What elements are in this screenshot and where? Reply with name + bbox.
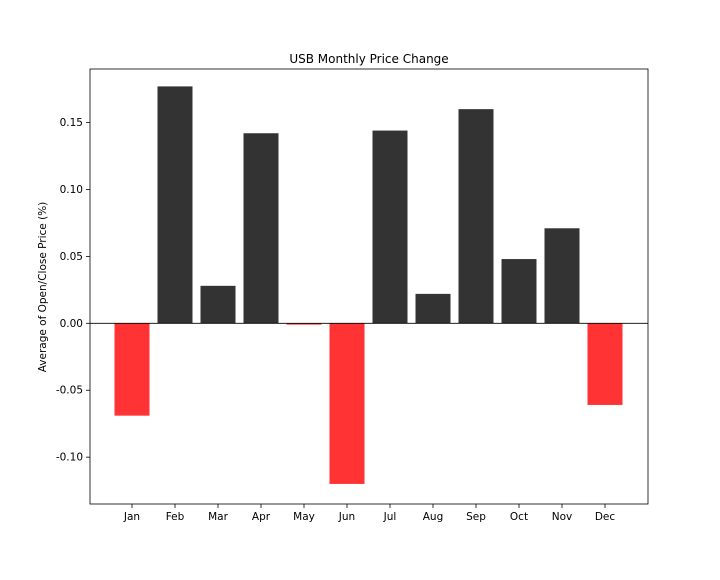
x-tick-label-dec: Dec xyxy=(595,511,616,523)
x-tick-label-mar: Mar xyxy=(208,511,228,523)
bar-feb xyxy=(157,86,193,324)
x-tick-label-jan: Jan xyxy=(123,511,140,523)
x-tick-label-jun: Jun xyxy=(338,511,355,523)
x-tick-label-aug: Aug xyxy=(423,511,444,523)
plot-frame xyxy=(89,68,649,505)
y-tick-label: 0.15 xyxy=(60,117,83,129)
bar-dec xyxy=(587,323,623,405)
x-axis: Jan Feb Mar Apr May Jun Jul Aug Sep Oct Nov Dec xyxy=(123,504,615,523)
chart-title: USB Monthly Price Change xyxy=(289,52,448,66)
y-axis-label: Average of Open/Close Price (%) xyxy=(37,202,49,373)
bar-jul xyxy=(372,130,408,324)
y-tick-label: 0.05 xyxy=(60,251,83,263)
bars-layer xyxy=(114,86,623,484)
x-tick-label-jul: Jul xyxy=(383,511,397,523)
bar-aug xyxy=(415,293,451,324)
x-tick-label-apr: Apr xyxy=(252,511,271,523)
x-tick-label-nov: Nov xyxy=(552,511,573,523)
y-tick-label: -0.10 xyxy=(56,452,83,464)
x-tick-label-oct: Oct xyxy=(510,511,528,523)
bar-may xyxy=(286,323,322,325)
bar-nov xyxy=(544,228,580,324)
y-axis: -0.10 -0.05 0.00 0.05 0.10 0.15 xyxy=(56,117,90,464)
y-tick-label: -0.05 xyxy=(56,385,83,397)
bar-apr xyxy=(243,133,279,324)
y-tick-label: 0.10 xyxy=(60,184,83,196)
x-tick-label-sep: Sep xyxy=(466,511,486,523)
bar-mar xyxy=(200,285,236,324)
x-tick-label-may: May xyxy=(293,511,315,523)
y-tick-label: 0.00 xyxy=(60,318,83,330)
bar-oct xyxy=(501,259,537,324)
bar-jan xyxy=(114,323,150,416)
bar-sep xyxy=(458,109,494,324)
x-tick-label-feb: Feb xyxy=(166,511,185,523)
bar-jun xyxy=(329,323,365,484)
